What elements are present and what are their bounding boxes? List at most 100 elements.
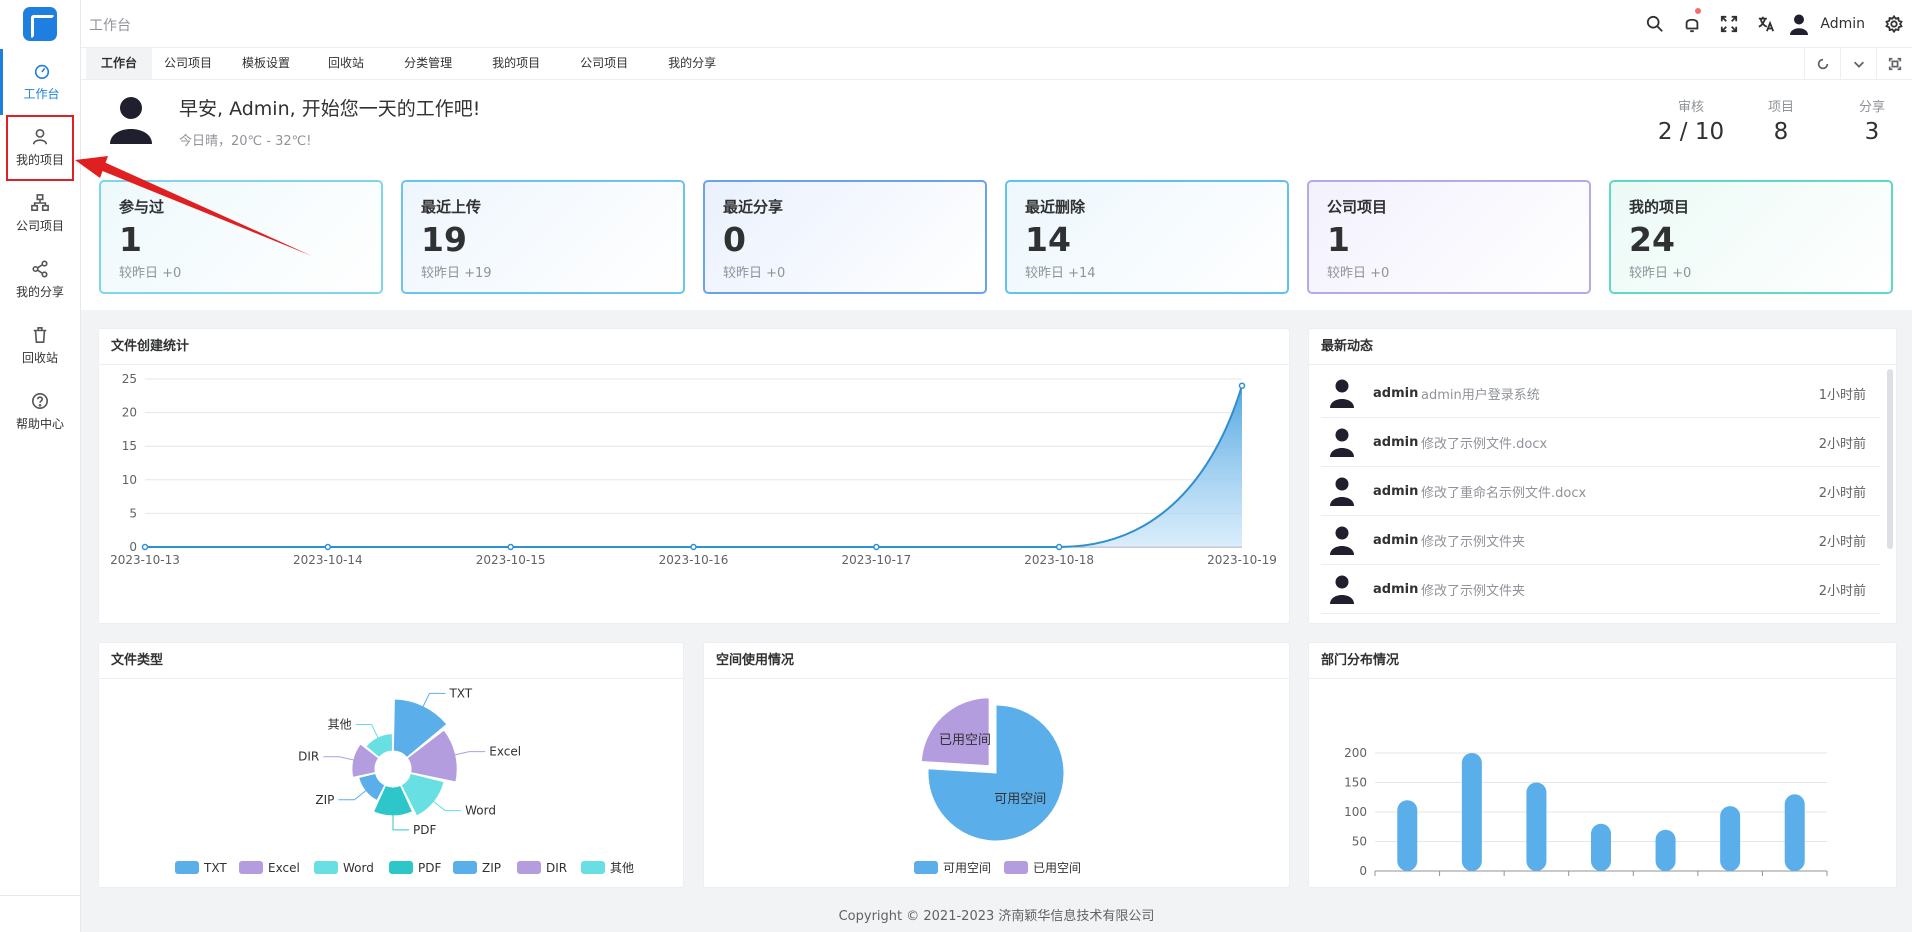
pie-slice[interactable] (358, 772, 386, 802)
x-tick-label: 2023-10-18 (1024, 553, 1094, 567)
list-item[interactable]: admin 修改了示例文件夹 2小时前 (1321, 516, 1880, 565)
summary-cards: 参与过 1 较昨日 +0 最近上传 19 较昨日 +19 最近分享 0 较昨日 +0 最近删除 14… (81, 162, 1912, 310)
annotation-arrow (75, 156, 312, 256)
trash-icon (33, 326, 47, 344)
data-point[interactable] (1055, 543, 1063, 551)
refresh-tab-button[interactable] (1804, 48, 1840, 80)
bar[interactable] (1526, 782, 1547, 872)
data-point[interactable] (507, 543, 514, 551)
summary-card[interactable]: 参与过 1 较昨日 +0 (99, 180, 383, 294)
legend-swatch[interactable] (914, 861, 938, 874)
legend-label[interactable]: DIR (546, 861, 567, 875)
feed-scrollbar[interactable] (1887, 369, 1893, 549)
sidebar-item-label: 我的分享 (15, 285, 64, 299)
summary-card[interactable]: 最近删除 14 较昨日 +14 (1005, 180, 1289, 294)
fullscreen-icon (1720, 15, 1737, 33)
tab-dashboard[interactable]: 工作台 (86, 48, 153, 79)
data-point[interactable] (324, 543, 332, 551)
legend-swatch[interactable] (1004, 861, 1028, 874)
tab-my-projects[interactable]: 我的项目 (492, 56, 541, 70)
summary-card[interactable]: 最近分享 0 较昨日 +0 (703, 180, 987, 294)
bar[interactable] (1591, 823, 1611, 871)
notification-button[interactable] (1673, 0, 1710, 48)
data-point[interactable] (141, 543, 149, 551)
bar[interactable] (1397, 800, 1418, 871)
legend-label[interactable]: ZIP (482, 861, 501, 875)
summary-card[interactable]: 公司项目 1 较昨日 +0 (1307, 180, 1591, 294)
pie-slice[interactable] (365, 733, 394, 759)
stat-shares[interactable]: 分享 3 (1832, 96, 1912, 145)
list-item[interactable]: admin 修改了示例文件.docx 2小时前 (1321, 418, 1880, 467)
bar[interactable] (1461, 753, 1482, 871)
pie-slice[interactable] (392, 698, 448, 759)
slice-label: PDF (413, 823, 436, 837)
card-change: 较昨日 +0 (723, 266, 786, 281)
legend-label[interactable]: TXT (203, 861, 227, 875)
summary-card[interactable]: 最近上传 19 较昨日 +19 (401, 180, 685, 294)
app-logo[interactable] (23, 7, 57, 41)
file-stats-panel: 文件创建统计 0 5 10 15 20 25 2023-10-13 2023-10-14 202… (98, 328, 1290, 624)
legend-swatch[interactable] (314, 861, 338, 874)
tab-bar: 工作台 公司项目 模板设置 回收站 分类管理 我的项目 公司项目 我的分享 (81, 48, 1912, 80)
card-value: 1 (1327, 220, 1350, 259)
legend-label[interactable]: 其他 (610, 861, 634, 875)
stat-projects[interactable]: 项目 8 (1741, 96, 1821, 145)
sidebar-item-company-projects[interactable]: 公司项目 (0, 181, 80, 247)
legend-label[interactable]: 已用空间 (1033, 861, 1081, 875)
bar[interactable] (1655, 829, 1676, 871)
list-item[interactable]: admin admin用户登录系统 1小时前 (1321, 369, 1880, 418)
tab-dropdown-button[interactable] (1840, 48, 1876, 80)
search-button[interactable] (1636, 0, 1673, 48)
legend-swatch[interactable] (389, 861, 413, 874)
slice-label: TXT (448, 686, 472, 700)
summary-card[interactable]: 我的项目 24 较昨日 +0 (1609, 180, 1893, 294)
maximize-tab-button[interactable] (1876, 48, 1912, 80)
legend-label[interactable]: 可用空间 (943, 861, 991, 875)
legend-swatch[interactable] (581, 861, 605, 874)
sidebar: 工作台 我的项目 公司项目 我的分享 回收站 帮助中心 (0, 0, 81, 932)
pie-slice[interactable] (351, 743, 380, 778)
sidebar-item-my-projects[interactable]: 我的项目 (6, 115, 74, 181)
data-point[interactable] (690, 543, 697, 551)
panel-title: 空间使用情况 (704, 643, 1289, 679)
bar[interactable] (1784, 794, 1805, 871)
legend-label[interactable]: Word (343, 861, 374, 875)
feed-message: 修改了示例文件夹 (1421, 583, 1526, 599)
fullscreen-button[interactable] (1710, 0, 1747, 48)
sidebar-item-my-shares[interactable]: 我的分享 (0, 247, 80, 313)
pie-slice[interactable] (406, 729, 458, 783)
legend-label[interactable]: PDF (418, 861, 441, 875)
list-item[interactable]: admin 修改了重命名示例文件.docx 2小时前 (1321, 467, 1880, 516)
tab-category-management[interactable]: 分类管理 (404, 56, 453, 70)
user-menu[interactable]: Admin (1784, 13, 1875, 35)
y-tick-label: 15 (122, 439, 137, 453)
legend-swatch[interactable] (175, 861, 199, 874)
legend-label[interactable]: Excel (268, 861, 300, 875)
data-point[interactable] (873, 543, 880, 551)
pie-slice[interactable] (927, 704, 1065, 842)
pie-slice[interactable] (920, 697, 990, 767)
stat-review[interactable]: 审核 2 / 10 (1651, 96, 1731, 145)
tab-company-projects[interactable]: 公司项目 (164, 56, 213, 70)
bar[interactable] (1720, 806, 1741, 871)
legend-swatch[interactable] (517, 861, 541, 874)
data-point[interactable] (1238, 382, 1246, 389)
language-button[interactable] (1747, 0, 1784, 48)
tab-template-settings[interactable]: 模板设置 (242, 56, 291, 70)
tab-recycle-bin[interactable]: 回收站 (328, 56, 365, 70)
tab-my-shares[interactable]: 我的分享 (668, 56, 717, 70)
sidebar-item-help[interactable]: 帮助中心 (0, 379, 80, 445)
list-item[interactable]: admin 修改了示例文件夹 2小时前 (1321, 565, 1880, 614)
pie-slice[interactable] (400, 772, 445, 817)
feed-time: 1小时前 (1818, 387, 1866, 403)
legend-swatch[interactable] (453, 861, 477, 874)
sidebar-item-dashboard[interactable]: 工作台 (0, 49, 80, 115)
sidebar-item-recycle-bin[interactable]: 回收站 (0, 313, 80, 379)
bell-icon (1685, 18, 1699, 33)
stat-value: 2 / 10 (1657, 119, 1725, 145)
y-tick-label: 200 (1344, 746, 1367, 760)
pie-slice[interactable] (372, 784, 414, 817)
settings-button[interactable] (1875, 0, 1912, 48)
tab-company-projects-2[interactable]: 公司项目 (580, 56, 629, 70)
legend-swatch[interactable] (239, 861, 263, 874)
